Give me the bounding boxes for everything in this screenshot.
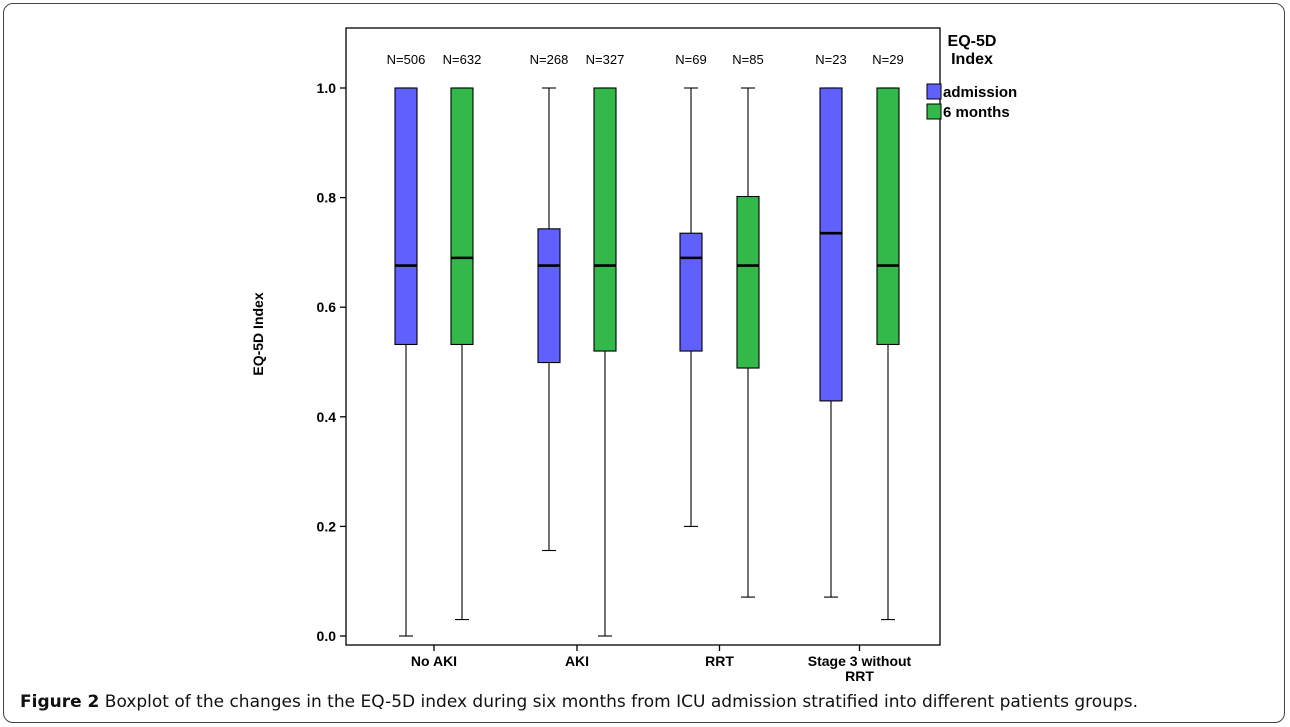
iqr-box xyxy=(876,87,900,346)
box-group: N=632 xyxy=(443,52,482,621)
legend-swatch xyxy=(926,103,942,120)
iqr-box xyxy=(736,195,760,369)
x-tick-label: Stage 3 without xyxy=(808,653,912,669)
legend-label: 6 months xyxy=(943,104,1010,121)
y-tick-label: 0.4 xyxy=(317,409,337,425)
box-group: N=506 xyxy=(387,52,426,637)
box-group: N=69 xyxy=(675,52,707,527)
legend-swatch xyxy=(926,83,942,100)
legend-label: admission xyxy=(943,84,1017,101)
n-label: N=69 xyxy=(675,52,706,67)
iqr-box xyxy=(394,87,418,346)
iqr-box xyxy=(450,87,474,346)
y-tick-label: 0.8 xyxy=(317,190,337,206)
iqr-box xyxy=(679,232,703,352)
iqr-box xyxy=(819,87,843,402)
n-label: N=632 xyxy=(443,52,482,67)
legend-entries: admission 6 months xyxy=(926,83,1017,121)
x-tick-label: RRT xyxy=(705,653,734,669)
y-axis: 0.0 0.2 0.4 0.6 0.8 1.0 xyxy=(317,80,346,644)
caption-text: Boxplot of the changes in the EQ-5D inde… xyxy=(99,692,1139,712)
n-label: N=506 xyxy=(387,52,426,67)
y-tick-label: 0.6 xyxy=(317,299,337,315)
box-group: N=29 xyxy=(872,52,904,621)
legend: EQ-5D Index admission 6 months xyxy=(926,33,1017,121)
y-tick-label: 0.0 xyxy=(317,628,337,644)
n-label: N=23 xyxy=(815,52,846,67)
box-group: N=268 xyxy=(530,52,569,552)
x-tick-label-line2: RRT xyxy=(845,668,874,684)
n-label: N=29 xyxy=(872,52,903,67)
y-tick-label: 0.2 xyxy=(317,518,337,534)
caption-label: Figure 2 xyxy=(20,692,100,712)
box-group: N=85 xyxy=(732,52,764,598)
n-label: N=268 xyxy=(530,52,569,67)
legend-title-line2: Index xyxy=(951,51,993,68)
iqr-box xyxy=(537,228,561,364)
figure-frame: 0.0 0.2 0.4 0.6 0.8 1.0 EQ-5D Index N=506 N=26… xyxy=(3,3,1285,723)
y-axis-label: EQ-5D Index xyxy=(250,292,266,375)
iqr-box xyxy=(593,87,617,352)
legend-title-line1: EQ-5D xyxy=(948,33,997,50)
x-tick-label: No AKI xyxy=(411,653,457,669)
boxplot-chart: 0.0 0.2 0.4 0.6 0.8 1.0 EQ-5D Index N=506 N=26… xyxy=(250,27,1017,684)
figure-caption: Figure 2 Boxplot of the changes in the E… xyxy=(20,692,1280,712)
y-tick-label: 1.0 xyxy=(317,80,337,96)
plot-area xyxy=(345,27,941,646)
boxes-layer: N=506 N=268 N=69 N=23 N=632 N=327 N=85 N=29 xyxy=(387,52,904,637)
x-tick-label: AKI xyxy=(565,653,589,669)
box-group: N=327 xyxy=(586,52,625,637)
box-group: N=23 xyxy=(815,52,847,598)
n-label: N=85 xyxy=(732,52,763,67)
n-label: N=327 xyxy=(586,52,625,67)
